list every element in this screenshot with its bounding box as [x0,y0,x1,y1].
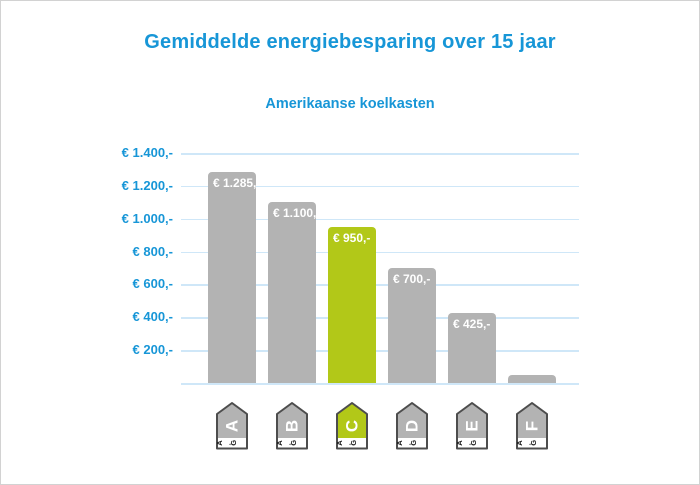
bar-value-label: € 950,- [333,230,371,245]
bar: € 425,- [448,313,496,383]
y-axis-tick-label: € 1.200,- [121,177,173,193]
energy-label-icon: B A←G [275,402,308,450]
energy-label-arrow-shape [277,403,307,449]
energy-class-letter: A [223,420,242,432]
gridline [181,218,579,221]
energy-label-scale-strip [398,438,426,448]
gridline [181,153,579,155]
energy-class-letter: C [343,420,362,432]
energy-label-icon: F A←G [515,402,548,450]
energy-class-letter: E [463,420,482,431]
energy-label-outline [396,402,428,450]
bar-value-label: € 1.100,- [273,206,321,221]
bar: € 950,- [328,226,376,383]
gridline [181,350,579,352]
energy-label-outline [516,402,548,450]
energy-label-icon: A A←G [215,402,248,450]
energy-label-arrow-shape [217,403,247,449]
y-axis-tick-label: € 400,- [132,309,173,325]
y-axis-tick-label: € 800,- [132,243,173,259]
gridline [181,185,579,188]
bar: € 1.100,- [268,202,320,383]
energy-label-scale-strip [338,438,366,448]
chart-subtitle: Amerikaanse koelkasten [265,96,435,112]
bar: € 1.285,- [208,171,260,383]
bar [508,374,556,383]
gridline [181,251,579,254]
energy-label-icon: C A←G [335,402,368,450]
y-axis-tick-label: € 1.000,- [121,210,173,226]
bar-value-label: € 1.285,- [213,175,261,190]
energy-label-arrow-shape [457,403,487,449]
energy-class-letter: F [523,421,542,431]
y-axis-tick-label: € 1.400,- [121,145,173,160]
gridline [181,383,579,385]
y-axis-tick-label: € 200,- [132,342,173,358]
energy-label-scale-strip [218,438,246,448]
energy-class-letter: D [403,420,422,432]
chart-title: Gemiddelde energiebesparing over 15 jaar [144,31,556,53]
bar-value-label: € 425,- [453,317,491,332]
energy-label-arrow-shape [517,403,547,449]
bar: € 700,- [388,268,436,383]
energy-label-scale-strip [518,438,546,448]
gridline [181,284,579,286]
y-axis-tick-label: € 600,- [132,276,173,292]
energy-label-scale-strip [278,438,306,448]
energy-class-letter: B [283,420,302,432]
energy-label-scale-strip [458,438,486,448]
gridline [181,317,579,319]
energy-label-arrow-shape [337,403,367,449]
energy-label-arrow-shape [397,403,427,449]
energy-label-icon: D A←G [395,402,428,450]
energy-label-icon: E A←G [455,402,488,450]
bar-value-label: € 700,- [393,272,431,286]
energy-label-outline [456,402,488,450]
energy-label-outline [336,402,368,450]
energy-label-outline [276,402,308,450]
energy-label-outline [216,402,248,450]
